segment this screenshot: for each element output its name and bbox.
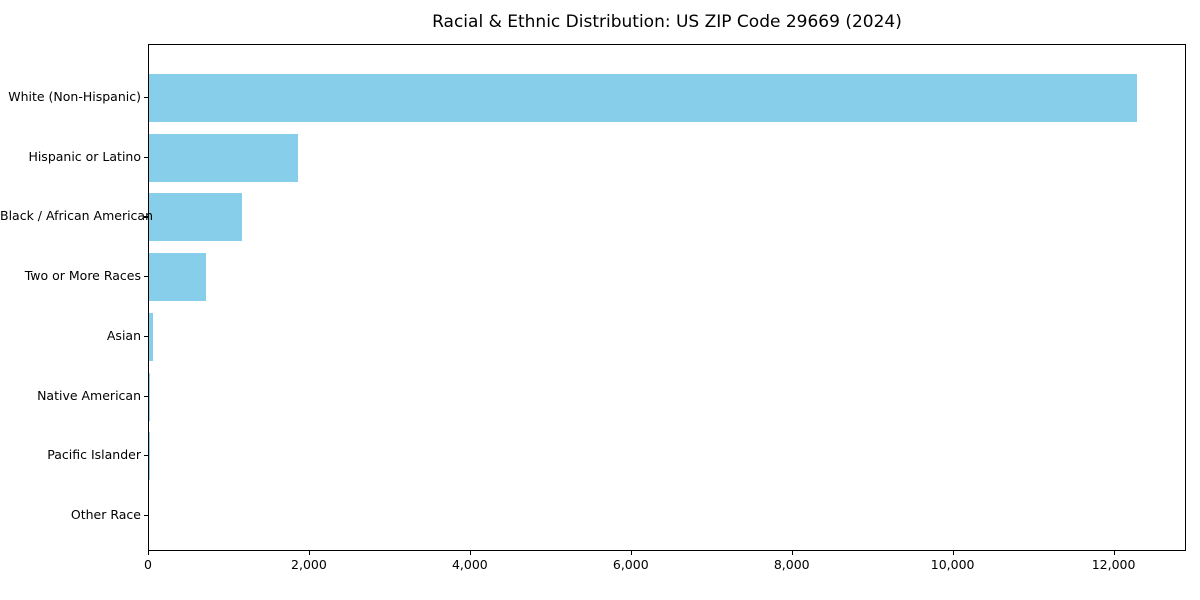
- x-tick-label: 2,000: [291, 557, 327, 572]
- plot-area: [148, 44, 1186, 551]
- y-tick-mark: [144, 276, 148, 278]
- y-axis-label: Hispanic or Latino: [28, 148, 141, 164]
- y-tick-mark: [144, 97, 148, 99]
- x-tick-mark: [791, 551, 794, 555]
- bar: [149, 193, 242, 242]
- x-tick-label: 4,000: [451, 557, 488, 572]
- x-tick-mark: [630, 551, 633, 555]
- x-tick-label: 6,000: [612, 557, 649, 572]
- y-tick-mark: [144, 156, 148, 158]
- y-axis-label: Asian: [106, 327, 141, 343]
- y-axis-label: White (Non-Hispanic): [8, 89, 141, 104]
- y-tick-mark: [144, 216, 148, 218]
- bar: [149, 74, 1138, 122]
- x-tick-label: 10,000: [930, 557, 975, 572]
- y-tick-mark: [144, 455, 148, 457]
- y-tick-mark: [144, 335, 148, 338]
- x-tick-label: 8,000: [773, 557, 810, 572]
- bar: [149, 312, 154, 361]
- x-tick-mark: [469, 551, 472, 555]
- y-axis-label: Other Race: [70, 506, 141, 522]
- y-axis-label: Two or More Races: [24, 268, 141, 284]
- y-axis-label: Pacific Islander: [47, 447, 141, 463]
- y-tick-mark: [144, 514, 148, 517]
- x-tick-label: 12,000: [1091, 557, 1136, 572]
- y-tick-mark: [144, 395, 148, 397]
- y-axis-label: Native American: [37, 387, 141, 403]
- x-tick-mark: [148, 551, 150, 555]
- bar: [149, 253, 206, 302]
- chart-title: Racial & Ethnic Distribution: US ZIP Cod…: [432, 12, 902, 32]
- bar: [149, 133, 299, 182]
- x-tick-mark: [952, 551, 954, 555]
- y-axis-label: Black / African American: [0, 208, 154, 224]
- bar: [149, 372, 150, 421]
- x-tick-mark: [1113, 551, 1115, 555]
- x-tick-label: 0: [144, 557, 152, 572]
- x-tick-mark: [308, 551, 311, 555]
